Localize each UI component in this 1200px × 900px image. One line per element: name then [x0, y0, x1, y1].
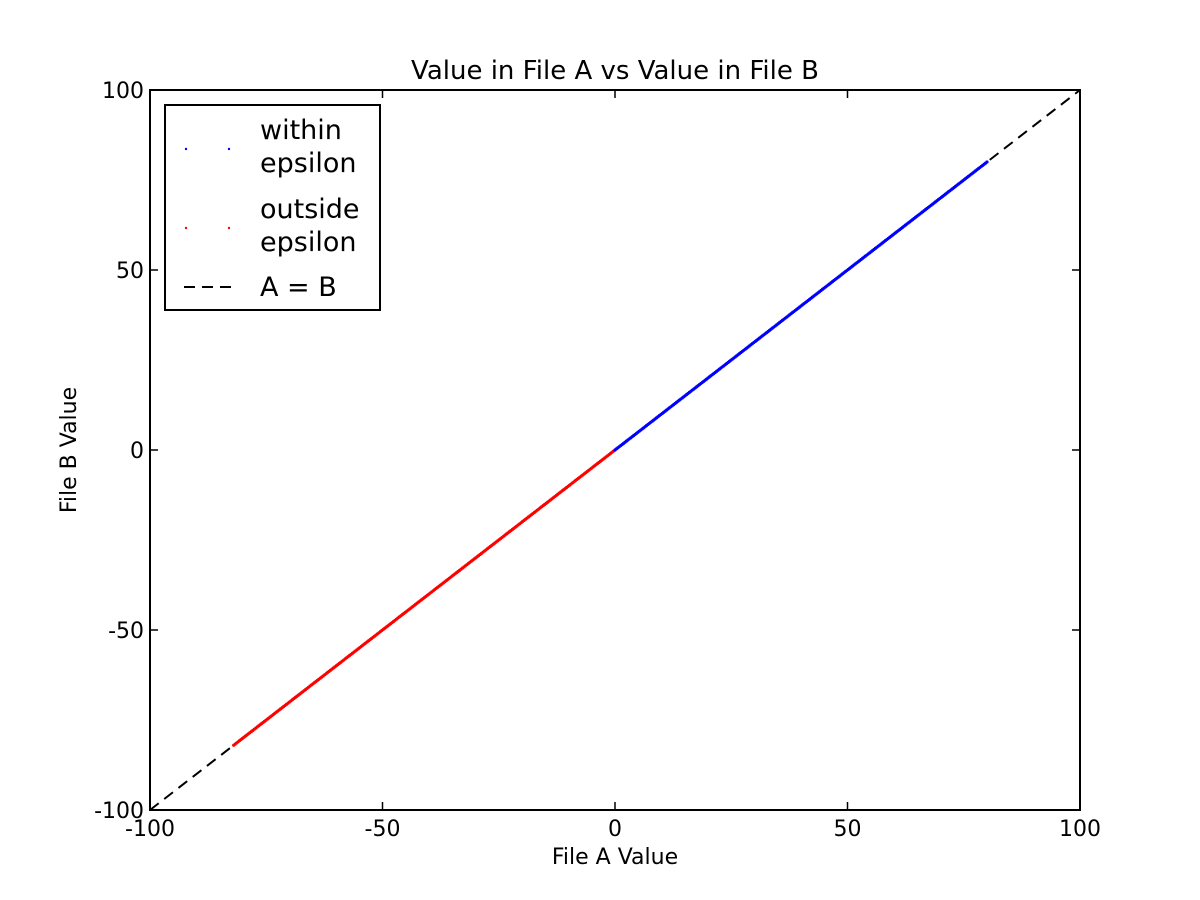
- y-tick-label: 0: [130, 439, 144, 464]
- series-outside-epsilon: [232, 448, 617, 747]
- legend-marker-outside-epsilon-1: [184, 226, 188, 230]
- x-tick-label: 0: [608, 817, 622, 842]
- y-tick-label: 100: [102, 79, 144, 104]
- x-tick-label: 50: [834, 817, 862, 842]
- legend-label-outside-epsilon: outside epsilon: [260, 194, 368, 258]
- legend-label-within-epsilon: within epsilon: [260, 115, 356, 179]
- legend-marker-outside-epsilon-2: [227, 226, 231, 230]
- point-within-epsilon: [985, 160, 989, 164]
- series-within-epsilon: [613, 160, 989, 452]
- y-tick-label: -100: [94, 799, 144, 824]
- legend-marker-within-epsilon-1: [184, 147, 188, 151]
- legend-box: [164, 104, 381, 311]
- x-tick-label: 100: [1059, 817, 1101, 842]
- y-tick-label: -50: [108, 619, 144, 644]
- ticks-layer: -100 -50 0 50 100 -100 -50 0 50 100: [94, 79, 1101, 842]
- x-axis-label: File A Value: [552, 845, 678, 870]
- x-tick-label: -100: [125, 817, 175, 842]
- chart-title: Value in File A vs Value in File B: [411, 56, 819, 86]
- legend: within epsilon outside epsilon A = B: [164, 104, 381, 311]
- legend-marker-within-epsilon-2: [227, 147, 231, 151]
- plot-layer: [149, 89, 1081, 811]
- y-tick-label: 50: [116, 259, 144, 284]
- legend-label-a-equals-b: A = B: [260, 272, 337, 303]
- x-tick-label: -50: [365, 817, 401, 842]
- y-axis-label: File B Value: [57, 387, 82, 513]
